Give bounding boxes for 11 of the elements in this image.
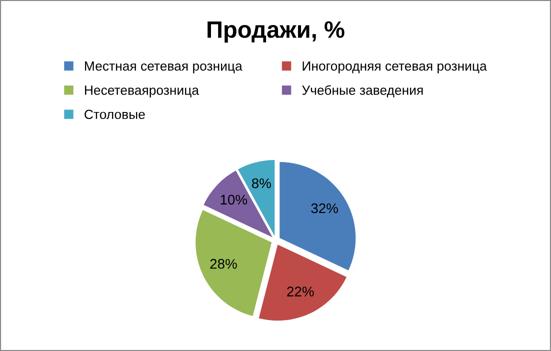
- data-label: 10%: [220, 194, 248, 205]
- legend-label: Иногородняя сетевая розница: [302, 62, 487, 74]
- legend-label: Местная сетевая розница: [85, 62, 242, 74]
- data-label: 22%: [287, 286, 314, 296]
- data-label: 8%: [252, 178, 271, 188]
- legend-label: Учебные заведения: [302, 85, 423, 98]
- legend-label: Несетеваярозница: [85, 86, 199, 98]
- chart-title: Продажи, %: [208, 21, 344, 43]
- legend-label: Столовые: [84, 110, 145, 120]
- data-label: 32%: [311, 203, 338, 214]
- data-label: 28%: [210, 258, 237, 269]
